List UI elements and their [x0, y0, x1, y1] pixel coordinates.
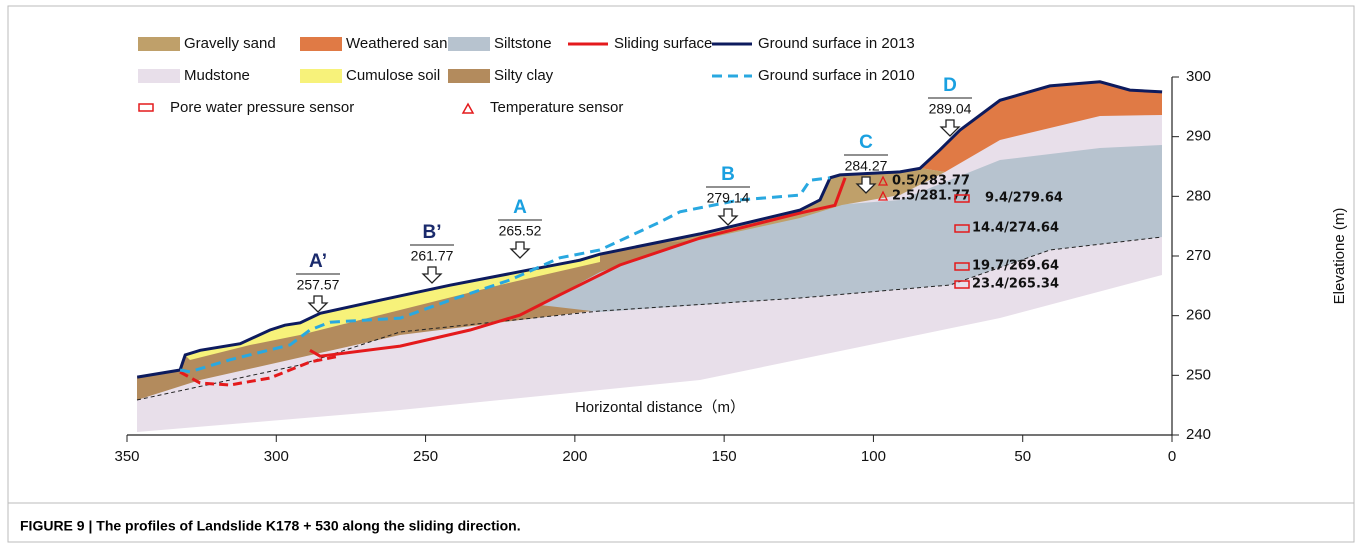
- legend-swatch: [448, 69, 490, 83]
- legend-swatch: [300, 69, 342, 83]
- sensor-label: 23.4/265.34: [972, 277, 1059, 292]
- legend-label: Cumulose soil: [346, 67, 440, 84]
- x-tick-label: 150: [712, 448, 737, 465]
- legend-label: Temperature sensor: [490, 99, 623, 116]
- x-tick-label: 50: [1014, 448, 1031, 465]
- y-tick-label: 300: [1186, 68, 1211, 85]
- marker-elevation: 289.04: [929, 101, 972, 117]
- legend-label: Pore water pressure sensor: [170, 99, 354, 116]
- marker-elevation: 261.77: [411, 248, 454, 264]
- sensor-label: 19.7/269.64: [972, 259, 1059, 274]
- sensor-label: 0.5/283.77: [892, 174, 970, 189]
- figure: Horizontal distance（m） Elevatione (m) FI…: [0, 0, 1362, 548]
- legend-label: Mudstone: [184, 67, 250, 84]
- legend-swatch: [448, 37, 490, 51]
- marker-elevation: 257.57: [297, 277, 340, 293]
- y-tick-label: 250: [1186, 366, 1211, 383]
- legend-swatch: [138, 69, 180, 83]
- y-axis-title: Elevatione (m): [1331, 208, 1348, 305]
- marker-elevation: 265.52: [499, 223, 542, 239]
- sensor-label: 9.4/279.64: [985, 191, 1063, 206]
- legend-temp-icon: [463, 104, 473, 113]
- legend-label: Sliding surface: [614, 35, 712, 52]
- marker-letter: B’: [423, 222, 442, 243]
- marker-elevation: 284.27: [845, 158, 888, 174]
- marker-letter: C: [859, 132, 873, 153]
- strata: [137, 82, 1162, 432]
- marker-arrow: [309, 296, 327, 312]
- legend-label: Weathered sand: [346, 35, 456, 52]
- sensor-label: 14.4/274.64: [972, 221, 1059, 236]
- legend-label: Ground surface in 2013: [758, 35, 915, 52]
- marker-letter: A: [513, 197, 527, 218]
- x-tick-label: 250: [413, 448, 438, 465]
- marker-arrow: [423, 267, 441, 283]
- caption: FIGURE 9 | The profiles of Landslide K17…: [20, 518, 521, 534]
- y-tick-label: 240: [1186, 426, 1211, 443]
- marker-letter: B: [721, 164, 735, 185]
- x-tick-label: 300: [264, 448, 289, 465]
- legend-label: Silty clay: [494, 67, 554, 84]
- marker-elevation: 279.14: [707, 190, 750, 206]
- x-tick-label: 200: [562, 448, 587, 465]
- legend-swatch: [300, 37, 342, 51]
- x-tick-label: 0: [1168, 448, 1176, 465]
- marker-arrow: [511, 242, 529, 258]
- x-axis-title: Horizontal distance（m）: [575, 399, 745, 416]
- y-tick-label: 260: [1186, 307, 1211, 324]
- marker-arrow: [719, 209, 737, 225]
- legend-swatch: [138, 37, 180, 51]
- legend-label: Siltstone: [494, 35, 552, 52]
- x-tick-label: 350: [114, 448, 139, 465]
- marker-letter: D: [943, 75, 957, 96]
- y-tick-label: 280: [1186, 187, 1211, 204]
- legend-pore-icon: [139, 104, 153, 111]
- y-tick-label: 270: [1186, 247, 1211, 264]
- legend-label: Ground surface in 2010: [758, 67, 915, 84]
- x-tick-label: 100: [861, 448, 886, 465]
- marker-letter: A’: [309, 251, 327, 272]
- y-tick-label: 290: [1186, 128, 1211, 145]
- legend-label: Gravelly sand: [184, 35, 276, 52]
